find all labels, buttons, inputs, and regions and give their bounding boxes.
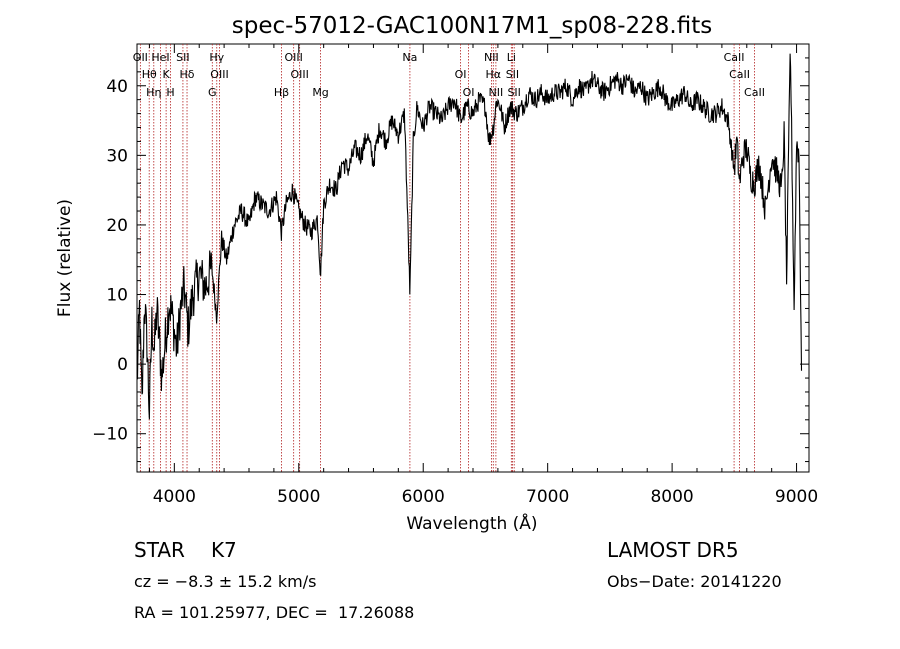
spectral-line-markers xyxy=(139,44,755,472)
marker-label-21: SII xyxy=(506,68,519,81)
spectrum-line xyxy=(136,53,803,420)
object-class-label: STAR xyxy=(134,538,185,562)
marker-label-5: H xyxy=(166,86,174,99)
x-tick-label-2: 6000 xyxy=(402,487,445,507)
marker-label-9: Hγ xyxy=(209,51,224,64)
marker-label-19: NII xyxy=(484,51,499,64)
marker-label-15: Na xyxy=(402,51,417,64)
marker-label-0: Hθ xyxy=(142,68,157,81)
y-tick-label-4: 30 xyxy=(106,146,128,166)
axis-ticks xyxy=(137,44,809,472)
y-axis-label: Flux (relative) xyxy=(55,199,75,317)
marker-label-11: Hβ xyxy=(274,86,289,99)
x-tick-label-3: 7000 xyxy=(526,487,569,507)
subclass-label: K7 xyxy=(210,538,237,562)
y-tick-label-5: 40 xyxy=(106,77,128,97)
y-tick-label-1: 0 xyxy=(117,355,128,375)
marker-label-22: Li xyxy=(507,51,516,64)
marker-label-26: CaII xyxy=(744,86,765,99)
obs-date-label: Obs−Date: 20141220 xyxy=(607,572,782,591)
x-tick-label-4: 8000 xyxy=(650,487,693,507)
y-tick-label-0: −10 xyxy=(92,425,128,445)
axis-tick-labels: 4000 5000 6000 7000 8000 9000 −10 0 10 20 30 40 xyxy=(92,77,818,507)
y-tick-label-2: 10 xyxy=(106,286,128,306)
marker-label-23: SII xyxy=(507,86,520,99)
marker-label-8: OIII xyxy=(210,68,228,81)
x-tick-label-5: 9000 xyxy=(775,487,818,507)
marker-label-10: G xyxy=(208,86,217,99)
chart-title: spec-57012-GAC100N17M1_sp08-228.fits xyxy=(232,13,712,39)
coordinates-label: RA = 101.25977, DEC = 17.26088 xyxy=(134,603,415,622)
marker-label-24: CaII xyxy=(724,51,745,64)
marker-label-25: CaII xyxy=(729,68,750,81)
marker-label-13: OIII xyxy=(290,68,308,81)
redshift-label: cz = −8.3 ± 15.2 km/s xyxy=(134,572,317,591)
marker-label-2: Hη xyxy=(146,86,161,99)
marker-label-18: Hα xyxy=(486,68,502,81)
marker-label-20: NII xyxy=(489,86,504,99)
object-class: STAR K7 xyxy=(134,538,237,562)
survey-label: LAMOST DR5 xyxy=(607,538,739,562)
marker-label-14: Mg xyxy=(312,86,328,99)
marker-label-4: HeI xyxy=(151,51,169,64)
marker-label-6: Hδ xyxy=(180,68,195,81)
marker-label-12: OIII xyxy=(284,51,302,64)
marker-label-16: OI xyxy=(455,68,467,81)
marker-label-3: K xyxy=(163,68,171,81)
x-tick-label-0: 4000 xyxy=(153,487,196,507)
marker-label-1: OII xyxy=(133,51,148,64)
y-tick-label-3: 20 xyxy=(106,216,128,236)
x-axis-label: Wavelength (Å) xyxy=(406,512,537,534)
x-tick-label-1: 5000 xyxy=(277,487,320,507)
marker-label-17: OI xyxy=(463,86,475,99)
marker-label-7: SII xyxy=(176,51,189,64)
spectral-line-labels: OIIHθHηHeIKHSIIHδGHγOIIIHβOIIIOIIIMgNaOI… xyxy=(133,51,765,99)
